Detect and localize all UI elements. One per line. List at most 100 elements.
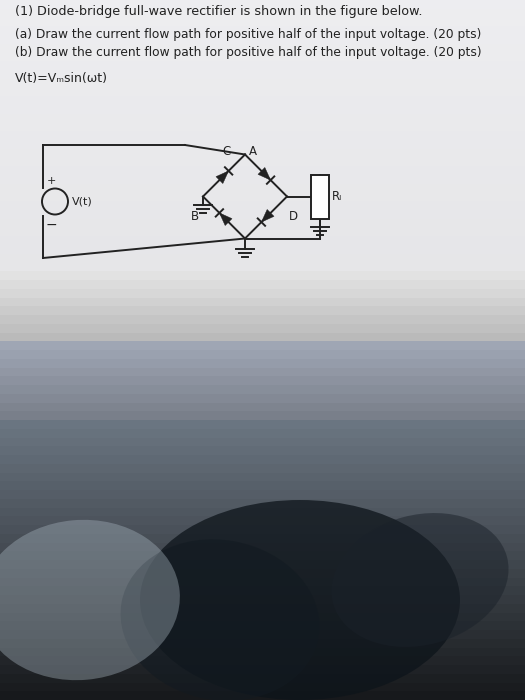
Bar	[0, 342, 525, 350]
Bar	[0, 498, 525, 508]
Bar	[0, 412, 525, 420]
Bar	[0, 18, 525, 26]
Bar	[0, 132, 525, 140]
Bar	[0, 175, 525, 183]
Bar	[0, 587, 525, 595]
Bar	[0, 62, 525, 70]
Bar	[0, 88, 525, 96]
Bar	[0, 603, 525, 612]
Bar	[0, 578, 525, 587]
Bar	[0, 648, 525, 657]
Bar	[0, 149, 525, 158]
Bar	[311, 174, 329, 218]
Text: C: C	[223, 145, 231, 158]
Bar	[0, 455, 525, 463]
Bar	[0, 657, 525, 665]
Bar	[0, 463, 525, 473]
Bar	[0, 482, 525, 490]
Bar	[0, 393, 525, 402]
Bar	[0, 307, 525, 315]
Bar	[0, 447, 525, 455]
Bar	[0, 692, 525, 700]
Bar	[0, 262, 525, 271]
Bar	[0, 428, 525, 438]
Bar	[0, 245, 525, 254]
Bar	[0, 682, 525, 692]
Text: (b) Draw the current flow path for positive half of the input voltage. (20 pts): (b) Draw the current flow path for posit…	[15, 46, 481, 59]
Bar	[0, 560, 525, 568]
Bar	[0, 473, 525, 482]
Bar	[0, 105, 525, 113]
Bar	[0, 438, 525, 447]
Bar	[0, 350, 525, 358]
Bar	[0, 508, 525, 517]
Bar	[0, 79, 525, 88]
Polygon shape	[261, 209, 274, 222]
Bar	[0, 96, 525, 105]
Bar	[0, 167, 525, 175]
Ellipse shape	[0, 520, 180, 680]
Bar	[0, 315, 525, 323]
Text: Rₗ: Rₗ	[332, 190, 342, 203]
Bar	[0, 630, 525, 638]
Bar	[0, 298, 525, 307]
Bar	[0, 665, 525, 673]
Bar	[0, 288, 525, 298]
Bar	[0, 70, 525, 79]
Bar	[0, 254, 525, 262]
Bar	[0, 52, 525, 62]
Bar	[0, 228, 525, 237]
Bar	[0, 271, 525, 280]
Text: (a) Draw the current flow path for positive half of the input voltage. (20 pts): (a) Draw the current flow path for posit…	[15, 28, 481, 41]
Bar	[0, 218, 525, 228]
Ellipse shape	[140, 500, 460, 700]
Text: −: −	[45, 218, 57, 232]
Bar	[0, 332, 525, 342]
Bar	[0, 402, 525, 412]
Bar	[0, 612, 525, 622]
Bar	[0, 113, 525, 122]
Bar	[0, 193, 525, 202]
Bar	[0, 622, 525, 630]
Text: (1) Diode-bridge full-wave rectifier is shown in the figure below.: (1) Diode-bridge full-wave rectifier is …	[15, 5, 423, 18]
Bar	[0, 525, 525, 533]
Text: B: B	[191, 211, 199, 223]
Bar	[0, 385, 525, 393]
Bar	[0, 323, 525, 332]
Bar	[0, 517, 525, 525]
Polygon shape	[219, 213, 232, 225]
Bar	[0, 377, 525, 385]
Bar	[0, 210, 525, 218]
Bar	[0, 140, 525, 149]
Bar	[0, 202, 525, 210]
Bar	[0, 122, 525, 132]
Text: V(t): V(t)	[72, 197, 93, 206]
Bar	[0, 542, 525, 552]
Polygon shape	[216, 171, 228, 183]
Text: V(t)=Vₘsin(ωt): V(t)=Vₘsin(ωt)	[15, 72, 108, 85]
Bar	[0, 595, 525, 603]
Text: +: +	[46, 176, 56, 186]
Ellipse shape	[331, 513, 509, 647]
Bar	[0, 638, 525, 648]
Bar	[0, 358, 525, 368]
Bar	[0, 237, 525, 245]
Bar	[0, 552, 525, 560]
Bar	[0, 368, 525, 377]
Bar	[0, 35, 525, 43]
Text: D: D	[289, 211, 298, 223]
Bar	[0, 43, 525, 52]
Bar	[0, 8, 525, 18]
Text: A: A	[249, 145, 257, 158]
Bar	[0, 673, 525, 682]
Bar	[0, 26, 525, 35]
Bar	[0, 490, 525, 498]
Bar	[0, 183, 525, 192]
Bar	[0, 280, 525, 288]
Bar	[0, 420, 525, 428]
Bar	[0, 533, 525, 542]
Bar	[0, 568, 525, 578]
Bar	[0, 0, 525, 8]
Ellipse shape	[121, 539, 319, 700]
Bar	[0, 158, 525, 167]
